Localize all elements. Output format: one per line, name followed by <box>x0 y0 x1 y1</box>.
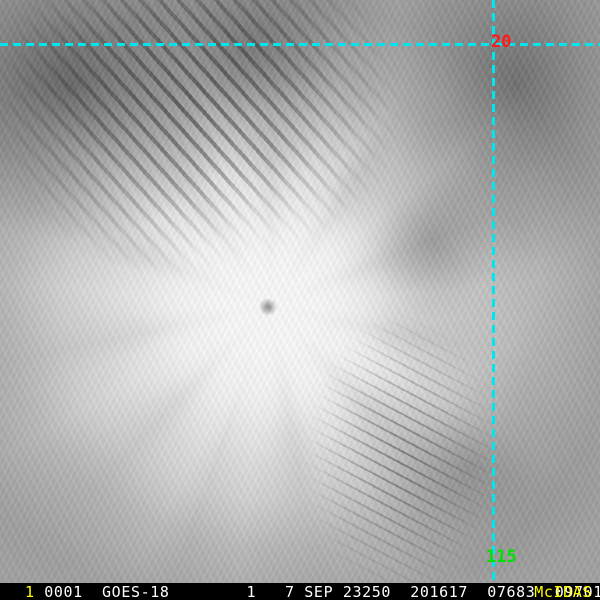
image-metadata-token: 0001 GOES-18 1 7 SEP 23250 201617 07683 … <box>44 583 600 600</box>
mcidas-brand-label: McIDAS <box>534 583 592 600</box>
longitude-label-115: 115 <box>486 547 517 567</box>
status-bar-text: 1 0001 GOES-18 1 7 SEP 23250 201617 0768… <box>25 584 600 600</box>
status-bar: 1 0001 GOES-18 1 7 SEP 23250 201617 0768… <box>0 583 600 600</box>
longitude-gridline-115 <box>492 0 495 583</box>
frame-number-token: 1 <box>25 583 35 600</box>
latitude-gridline-20 <box>0 43 600 46</box>
latitude-label-20: 20 <box>491 32 512 52</box>
